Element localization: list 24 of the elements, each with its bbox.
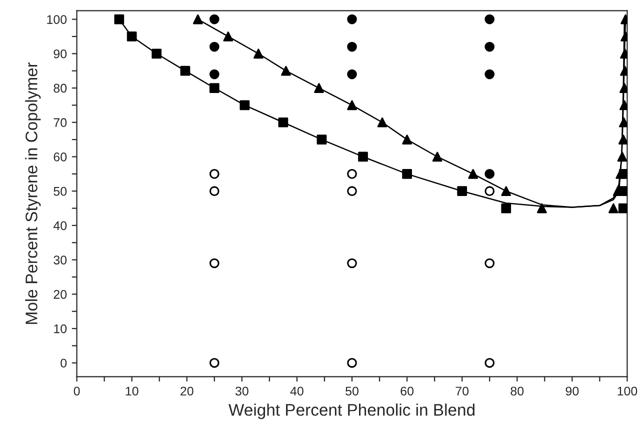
x-tick-label: 10	[126, 386, 138, 396]
y-tick-label: 40	[53, 221, 67, 230]
y-tick-label: 90	[54, 49, 67, 58]
x-tick-label: 20	[180, 386, 194, 396]
x-tick-label: 40	[290, 386, 304, 396]
x-tick-label: 90	[566, 386, 579, 396]
y-tick-label: 20	[54, 290, 67, 299]
y-tick-label: 60	[54, 152, 67, 162]
x-tick-label: 80	[510, 386, 524, 396]
y-tick-label: 80	[54, 84, 67, 93]
y-tick-label: 70	[54, 118, 67, 128]
x-tick-label: 30	[235, 386, 248, 396]
x-tick-label: 0	[74, 386, 80, 396]
x-axis-title: Weight Percent Phenolic in Blend	[228, 404, 474, 420]
x-tick-label: 70	[456, 386, 469, 396]
y-tick-label: 100	[47, 15, 67, 24]
y-tick-label: 50	[54, 186, 67, 196]
y-tick-label: 30	[54, 256, 67, 264]
x-tick-label: 60	[400, 386, 414, 396]
x-tick-label: 100	[618, 386, 638, 396]
y-axis-title: Mole Percent Styrene in Copolymer	[25, 62, 41, 324]
y-tick-label: 10	[54, 324, 67, 334]
y-tick-label: 0	[60, 358, 67, 368]
x-tick-label: 50	[346, 386, 358, 396]
